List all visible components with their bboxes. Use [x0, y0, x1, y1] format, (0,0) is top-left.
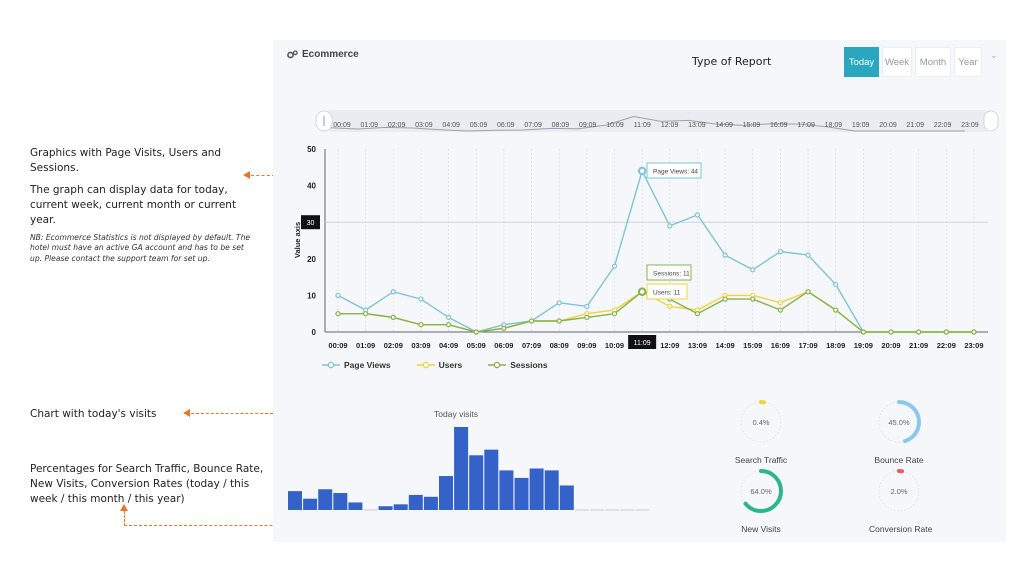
arrow-percent-line-v: [124, 511, 125, 526]
gauge-label-search-traffic: Search Traffic: [734, 455, 788, 465]
legend-label-users: Users: [438, 360, 463, 370]
annotation-graphics-title: Graphics with Page Visits, Users and Ses…: [30, 147, 222, 175]
line-chart-legend: Page Views Users Sessions: [322, 360, 548, 370]
annotation-today-chart: Chart with today's visits: [30, 408, 157, 420]
arrow-today-head: [183, 409, 190, 417]
legend-item-page-views[interactable]: Page Views: [322, 360, 391, 370]
legend-label-sessions: Sessions: [510, 360, 548, 370]
annotation-percentages: Percentages for Search Traffic, Bounce R…: [30, 463, 264, 506]
gauge-label-bounce-rate: Bounce Rate: [874, 455, 924, 465]
legend-marker-sessions: [488, 361, 507, 369]
tab-today[interactable]: Today: [844, 47, 879, 77]
legend-label-page-views: Page Views: [344, 360, 391, 370]
chevron-down-icon[interactable]: ⌄: [990, 50, 998, 60]
tab-week[interactable]: Week: [882, 47, 912, 77]
tab-year[interactable]: Year: [954, 47, 982, 77]
gauge-value: 2.0%: [890, 487, 907, 496]
gauge-ring-bounce-rate: 45.0%: [877, 400, 921, 444]
gauge-label-new-visits: New Visits: [741, 524, 781, 534]
gauge-track: [878, 470, 920, 512]
gauge-ring-search-traffic: 0.4%: [739, 400, 783, 444]
gauge-arc: [739, 400, 783, 444]
panel-title: Ecommerce: [302, 49, 359, 60]
gears-icon: [287, 50, 298, 59]
legend-marker-page-views: [322, 361, 340, 369]
legend-item-users[interactable]: Users: [416, 360, 463, 370]
gauge-new-visits: 64.0% New Visits: [731, 467, 791, 534]
annotation-graphics-desc: The graph can display data for today, cu…: [30, 184, 237, 227]
report-type-buttons: Today Week Month Year: [844, 47, 982, 77]
gauge-ring-new-visits: 64.0%: [739, 469, 783, 513]
arrow-percent-head: [120, 504, 128, 511]
gauge-conversion-rate: 2.0% Conversion Rate: [869, 467, 933, 534]
gauge-arc: [877, 400, 921, 444]
gauge-label-conversion-rate: Conversion Rate: [869, 524, 933, 534]
panel-header: Ecommerce: [287, 49, 359, 60]
legend-marker-users: [416, 361, 435, 369]
gauge-value: 64.0%: [750, 487, 772, 496]
arrow-graphics-line: [251, 175, 291, 176]
arrow-graphics-head: [243, 171, 250, 179]
gauge-value: 0.4%: [752, 418, 769, 427]
tab-month[interactable]: Month: [915, 47, 951, 77]
gauge-arc: [877, 469, 921, 513]
gauge-ring-conversion-rate: 2.0%: [877, 469, 921, 513]
gauge-arc: [739, 469, 783, 513]
report-type-label: Type of Report: [692, 55, 772, 68]
gauge-search-traffic: 0.4% Search Traffic: [731, 398, 791, 465]
annotation-graphics-nb: NB: Ecommerce Statistics is not displaye…: [30, 233, 251, 263]
gauge-bounce-rate: 45.0% Bounce Rate: [869, 398, 929, 465]
gauge-value: 45.0%: [888, 418, 910, 427]
legend-item-sessions[interactable]: Sessions: [488, 360, 548, 370]
gauge-track: [740, 401, 782, 443]
